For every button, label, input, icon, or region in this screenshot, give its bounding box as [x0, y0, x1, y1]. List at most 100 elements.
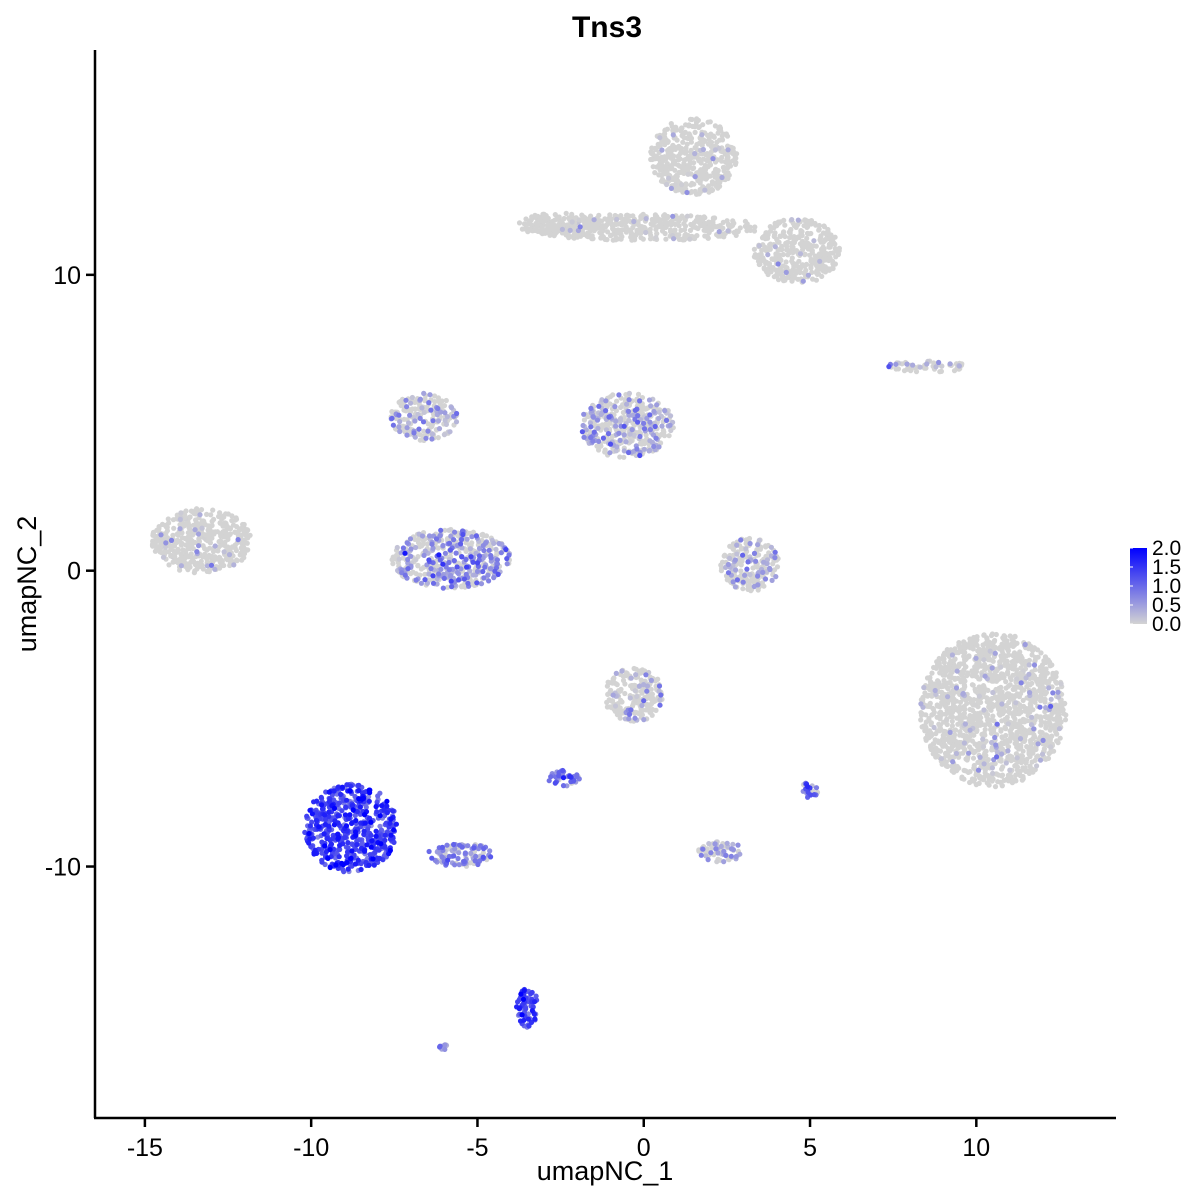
data-point	[961, 740, 968, 746]
data-point	[476, 553, 483, 559]
data-point	[221, 549, 227, 555]
data-point	[663, 236, 669, 242]
data-point	[772, 555, 778, 561]
data-point	[1014, 676, 1020, 682]
data-point	[682, 227, 688, 233]
data-point	[703, 176, 709, 182]
data-point	[976, 646, 982, 653]
data-point	[672, 227, 678, 233]
data-point	[710, 215, 717, 221]
data-point	[783, 259, 789, 265]
data-point	[688, 139, 695, 145]
data-point	[581, 411, 587, 417]
data-point	[990, 770, 996, 776]
data-point	[709, 187, 716, 193]
data-point	[747, 540, 753, 547]
data-point	[1038, 722, 1044, 728]
data-point	[784, 240, 790, 246]
data-point	[1057, 735, 1063, 741]
data-point	[481, 575, 487, 581]
data-point	[445, 584, 451, 590]
data-point	[503, 546, 509, 553]
data-point	[432, 393, 438, 399]
data-point	[408, 400, 414, 406]
data-point	[957, 704, 963, 710]
data-point	[607, 450, 613, 456]
data-point	[1017, 768, 1023, 775]
data-point	[429, 436, 435, 442]
data-point	[670, 132, 676, 138]
data-point	[1014, 755, 1020, 761]
data-point	[987, 639, 993, 646]
data-point	[662, 131, 668, 137]
data-point	[459, 554, 465, 560]
data-point	[983, 664, 990, 670]
data-point	[646, 448, 652, 454]
data-point	[969, 738, 976, 744]
data-point	[751, 550, 758, 557]
data-point	[776, 220, 782, 226]
data-point	[791, 223, 797, 229]
data-point	[950, 704, 956, 710]
data-point	[806, 231, 813, 237]
data-point	[949, 682, 955, 689]
cluster-top-left-arm	[516, 210, 606, 239]
data-point	[999, 751, 1005, 757]
data-point	[417, 432, 423, 438]
data-point	[493, 546, 499, 552]
data-point	[590, 227, 596, 233]
data-point	[954, 740, 960, 747]
data-point	[817, 237, 823, 243]
cluster-right-large	[918, 631, 1069, 790]
data-point	[927, 687, 933, 693]
data-point	[813, 270, 820, 276]
data-point	[391, 839, 397, 846]
data-point	[343, 804, 349, 810]
data-point	[956, 640, 962, 646]
data-point	[802, 263, 808, 269]
data-point	[933, 749, 939, 755]
data-point	[652, 170, 658, 176]
data-point	[454, 564, 460, 570]
data-point	[681, 160, 687, 166]
data-point	[202, 551, 208, 557]
data-point	[789, 217, 795, 223]
data-point	[744, 221, 750, 227]
data-point	[725, 561, 732, 568]
data-point	[986, 655, 992, 662]
cluster-center-lower	[389, 526, 512, 591]
data-point	[443, 397, 449, 404]
data-point	[749, 576, 755, 582]
data-point	[448, 572, 454, 579]
data-point	[980, 777, 987, 783]
data-point	[971, 762, 977, 769]
data-point	[659, 138, 665, 145]
data-point	[666, 433, 672, 439]
data-point	[437, 533, 443, 539]
data-point	[742, 572, 748, 578]
data-point	[977, 775, 983, 781]
data-point	[174, 539, 180, 546]
data-point	[1009, 731, 1016, 738]
data-point	[1027, 690, 1033, 696]
data-point	[708, 131, 714, 137]
data-point	[1009, 659, 1015, 665]
data-point	[612, 404, 618, 410]
data-point	[1018, 744, 1024, 751]
data-point	[789, 255, 795, 261]
data-point	[204, 547, 210, 553]
data-point	[762, 576, 769, 582]
data-point	[617, 454, 623, 460]
data-point	[421, 552, 427, 559]
cluster-top-right-tail	[751, 217, 843, 285]
data-point	[1043, 723, 1049, 730]
data-point	[412, 399, 418, 405]
data-point	[241, 555, 247, 561]
data-point	[981, 732, 987, 738]
data-point	[494, 557, 500, 563]
data-point	[651, 443, 657, 450]
data-point	[1027, 763, 1033, 769]
data-point	[204, 563, 210, 569]
data-point	[1042, 691, 1048, 697]
data-point	[541, 211, 547, 217]
